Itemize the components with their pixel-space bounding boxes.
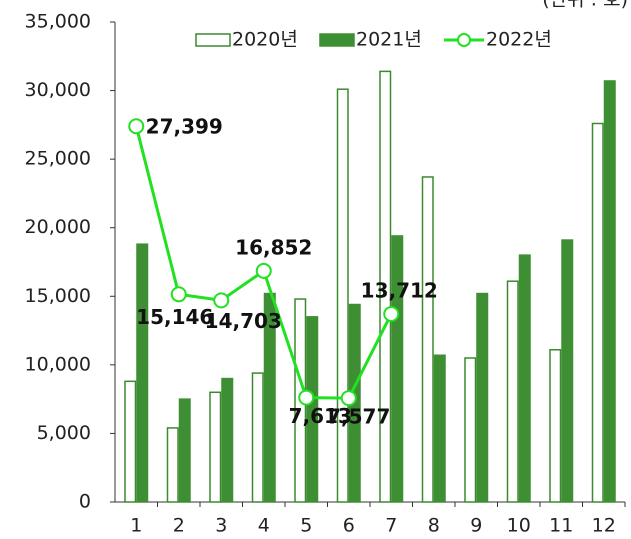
- x-tick-label: 5: [300, 515, 312, 537]
- x-tick-label: 2: [173, 515, 185, 537]
- bar: [433, 354, 446, 503]
- line-marker: [213, 292, 230, 309]
- x-tick-label: 12: [592, 515, 616, 537]
- data-label: 16,852: [235, 235, 312, 259]
- bar: [251, 372, 264, 503]
- unit-note: (단위 : 호): [542, 0, 628, 11]
- bar: [166, 427, 179, 503]
- bar: [421, 176, 434, 503]
- bar: [221, 377, 234, 503]
- line-marker: [298, 389, 315, 406]
- line-marker: [170, 286, 187, 303]
- y-tick-label: 25,000: [25, 148, 91, 170]
- bar: [561, 239, 574, 503]
- y-tick-label: 35,000: [25, 11, 91, 33]
- x-tick-label: 11: [549, 515, 573, 537]
- data-label: 13,712: [361, 278, 438, 302]
- data-label: 15,146: [136, 305, 213, 329]
- bar: [124, 380, 137, 503]
- x-tick-label: 6: [343, 515, 355, 537]
- data-label: 14,703: [205, 309, 282, 333]
- line-marker: [255, 262, 272, 279]
- bar: [464, 357, 477, 503]
- x-tick-label: 3: [215, 515, 227, 537]
- legend-swatch: [195, 33, 231, 47]
- y-tick-label: 10,000: [25, 353, 91, 375]
- bar: [476, 292, 489, 503]
- bar: [518, 254, 531, 503]
- bar: [591, 122, 604, 503]
- y-tick-label: 20,000: [25, 216, 91, 238]
- y-tick-label: 30,000: [25, 79, 91, 101]
- line-marker: [128, 118, 145, 135]
- bar: [549, 349, 562, 503]
- bar: [306, 316, 319, 503]
- y-tick-label: 5,000: [37, 422, 91, 444]
- data-label: 7,577: [327, 405, 390, 429]
- legend-swatch: [457, 33, 471, 47]
- bar: [136, 243, 149, 503]
- bar: [178, 398, 191, 503]
- y-tick-label: 15,000: [25, 285, 91, 307]
- line-marker: [340, 390, 357, 407]
- bar: [263, 292, 276, 503]
- bar: [336, 88, 349, 503]
- legend-swatch: [319, 33, 355, 47]
- y-tick-label: 0: [79, 491, 91, 513]
- line-marker: [383, 305, 400, 322]
- bar: [379, 70, 392, 503]
- bar: [391, 235, 404, 503]
- data-label: 27,399: [146, 115, 223, 139]
- x-tick-label: 7: [385, 515, 397, 537]
- bar: [603, 80, 616, 503]
- bar: [209, 391, 222, 503]
- x-tick-label: 4: [258, 515, 270, 537]
- x-tick-label: 10: [507, 515, 531, 537]
- x-tick-label: 8: [428, 515, 440, 537]
- legend-label: 2022년: [486, 29, 552, 51]
- x-tick-label: 9: [470, 515, 482, 537]
- bar: [506, 280, 519, 503]
- legend-label: 2020년: [232, 29, 298, 51]
- legend-label: 2021년: [356, 29, 422, 51]
- x-tick-label: 1: [130, 515, 142, 537]
- data-label: 7,613: [289, 404, 352, 428]
